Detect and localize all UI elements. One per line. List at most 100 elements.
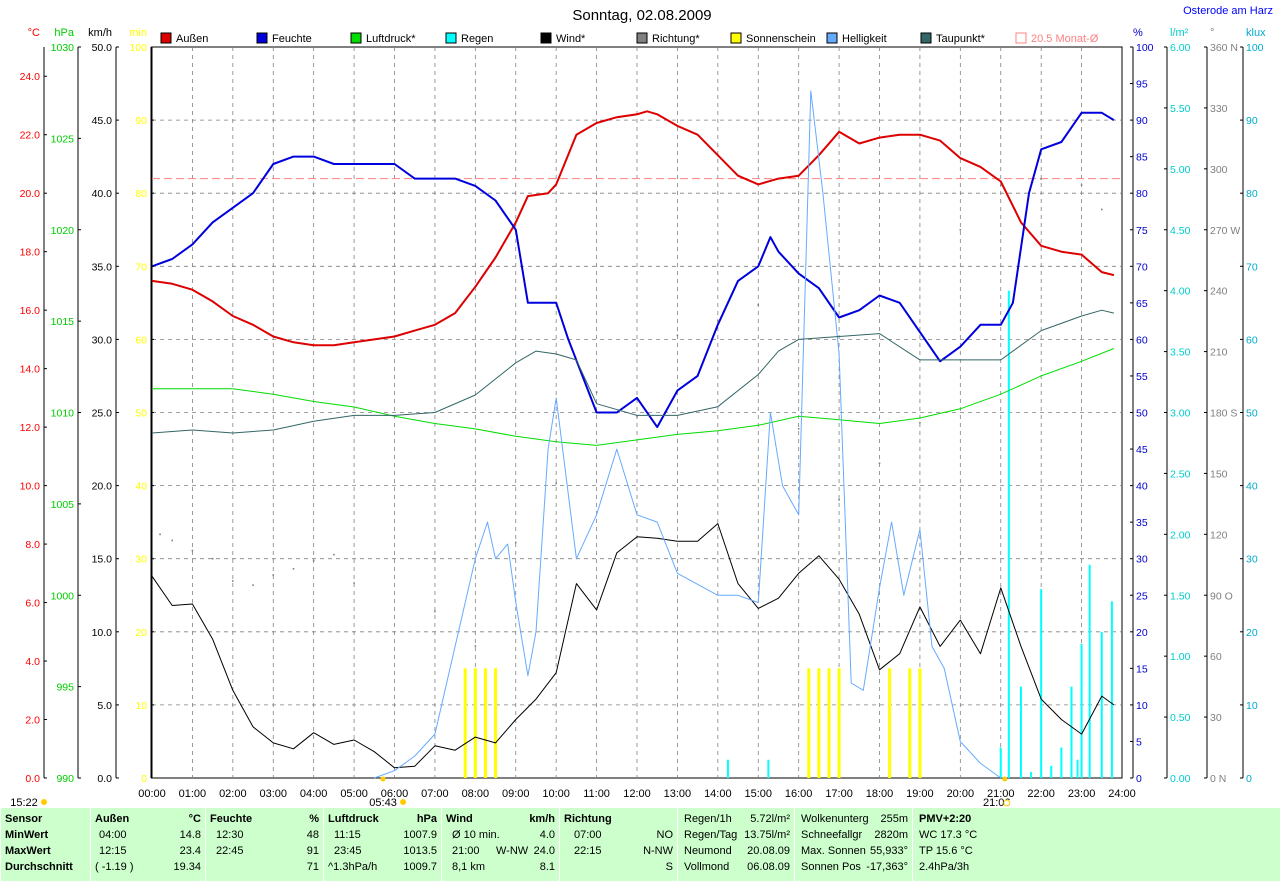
bar-regen xyxy=(1007,290,1010,778)
richtung-max-value: N-NW xyxy=(643,845,673,857)
wolken-value: 255m xyxy=(880,813,908,825)
axis-tick-left: 24.0 xyxy=(20,71,41,83)
point-richtung xyxy=(232,580,234,582)
feuchte-min-value: 48 xyxy=(306,829,319,841)
legend-swatch xyxy=(636,32,648,44)
point-richtung xyxy=(292,568,295,570)
sensor-column: Sensor MinWert MaxWert Durchschnitt xyxy=(0,808,90,881)
bar-regen xyxy=(1060,747,1063,778)
wind-max-time: 21:00 xyxy=(452,845,480,857)
point-richtung xyxy=(838,499,840,501)
x-tick-label: 05:00 xyxy=(340,788,368,800)
legend-swatch xyxy=(160,32,172,44)
aussen-trend: ( -1.19 ) xyxy=(95,861,134,873)
axis-tick-right: 60 xyxy=(1246,334,1258,346)
regen-hour-value: 5.72l/m² xyxy=(750,813,790,825)
point-richtung xyxy=(514,541,517,544)
statistics-footer: Sensor MinWert MaxWert Durchschnitt Auße… xyxy=(0,808,1280,881)
sunset-icon xyxy=(1003,799,1011,807)
legend-label: Luftdruck* xyxy=(366,33,416,45)
x-tick-label: 10:00 xyxy=(542,788,570,800)
aussen-min-time: 04:00 xyxy=(99,829,127,841)
schneefall-value: 2820m xyxy=(874,829,908,841)
point-richtung xyxy=(474,645,477,647)
axis-tick-left: 30 xyxy=(135,554,147,566)
bar-sonnenschein xyxy=(463,668,467,778)
luftdruck-min-time: 11:15 xyxy=(334,829,361,841)
point-richtung xyxy=(717,320,719,322)
axis-tick-right: 80 xyxy=(1246,188,1258,200)
axis-tick-right: 70 xyxy=(1246,261,1258,273)
axis-tick-right: 90 xyxy=(1246,115,1258,127)
point-richtung xyxy=(797,427,800,430)
sunset-marker xyxy=(1002,776,1008,782)
x-tick-label: 06:00 xyxy=(381,788,409,800)
axis-tick-left: 6.0 xyxy=(25,598,40,610)
axis-tick-left: 10.0 xyxy=(20,481,41,493)
axis-tick-left: 995 xyxy=(56,682,74,694)
legend-swatch xyxy=(1015,32,1027,44)
aussen-max-time: 12:15 xyxy=(99,845,127,857)
chart-legend: Außen Feuchte Luftdruck* Regen Wind* Richtung… xyxy=(160,32,1099,45)
aussen-avg-value: 19.34 xyxy=(173,861,201,873)
axis-tick-right: 100 xyxy=(1136,42,1154,54)
axis-tick-left: 30.0 xyxy=(92,334,113,346)
axis-unit-right: klux xyxy=(1246,27,1266,39)
point-richtung xyxy=(676,334,679,337)
point-richtung xyxy=(312,559,315,562)
bar-sonnenschein xyxy=(837,668,841,778)
axis-tick-right: 50 xyxy=(1246,408,1258,420)
axis-tick-right: 10 xyxy=(1246,700,1258,712)
x-tick-label: 23:00 xyxy=(1068,788,1096,800)
axis-tick-right: 20 xyxy=(1136,627,1148,639)
axis-tick-right: 1.50 xyxy=(1170,590,1191,602)
richtung-max-time: 22:15 xyxy=(574,845,602,857)
bar-regen xyxy=(1110,601,1113,778)
legend-label: 20.5 Monat-Ø xyxy=(1031,33,1099,45)
axis-tick-left: 100 xyxy=(129,42,147,54)
luftdruck-column: Luftdruck hPa 11:15 1007.9 23:45 1013.5 ^1.… xyxy=(323,808,441,881)
axis-tick-right: 180 S xyxy=(1210,408,1237,420)
x-tick-label: 08:00 xyxy=(462,788,490,800)
vollmond-label: Vollmond xyxy=(684,861,730,873)
axis-tick-right: 0 N xyxy=(1210,773,1226,785)
point-richtung xyxy=(636,415,638,418)
weather-chart: °C 24.0 22.0 20.0 18.0 16.0 14.0 12.0 10.0 8.0 6.0… xyxy=(10,5,1273,809)
bar-sonnenschein xyxy=(918,668,922,778)
axis-tick-left: 20.0 xyxy=(92,481,113,493)
wind-title: Wind xyxy=(446,813,473,825)
axis-tick-left: 1015 xyxy=(51,316,75,328)
luftdruck-unit: hPa xyxy=(416,813,437,825)
bar-regen xyxy=(1076,759,1079,778)
bar-sonnenschein xyxy=(817,668,821,778)
axis-tick-left: 25.0 xyxy=(92,408,113,420)
wolken-column: Wolkenunterg 255m Schneefallgr 2820m Max. … xyxy=(794,808,912,881)
point-richtung xyxy=(252,584,254,586)
wind-min-value: 4.0 xyxy=(539,829,555,841)
point-richtung xyxy=(959,228,962,231)
axis-tick-left: 1025 xyxy=(51,133,75,145)
point-richtung xyxy=(555,482,557,485)
axis-tick-right: 3.00 xyxy=(1170,408,1191,420)
axis-tick-left: 1030 xyxy=(51,42,75,54)
x-tick-label: 12:00 xyxy=(623,788,651,800)
regen-hour-label: Regen/1h xyxy=(684,813,732,825)
bar-regen xyxy=(1030,771,1033,778)
axis-tick-right: 0 xyxy=(1246,773,1252,785)
regen-column: Regen/1h 5.72l/m² Regen/Tag 13.75l/m² Neum… xyxy=(677,808,794,881)
series-line-luftdruck xyxy=(152,348,1115,446)
point-richtung xyxy=(434,610,436,613)
axis-tick-left: 80 xyxy=(135,188,147,200)
point-richtung xyxy=(1080,184,1083,186)
legend-swatch xyxy=(445,32,457,44)
sunrise-marker xyxy=(380,776,386,782)
vollmond-value: 06.08.09 xyxy=(747,861,790,873)
regen-day-label: Regen/Tag xyxy=(684,829,738,841)
legend-label: Regen xyxy=(461,33,493,45)
axis-tick-left: 90 xyxy=(135,115,147,127)
luftdruck-min-value: 1007.9 xyxy=(403,829,437,841)
axis-tick-right: 90 xyxy=(1136,115,1148,127)
point-richtung xyxy=(757,304,760,306)
axis-tick-right: 300 xyxy=(1210,164,1228,176)
